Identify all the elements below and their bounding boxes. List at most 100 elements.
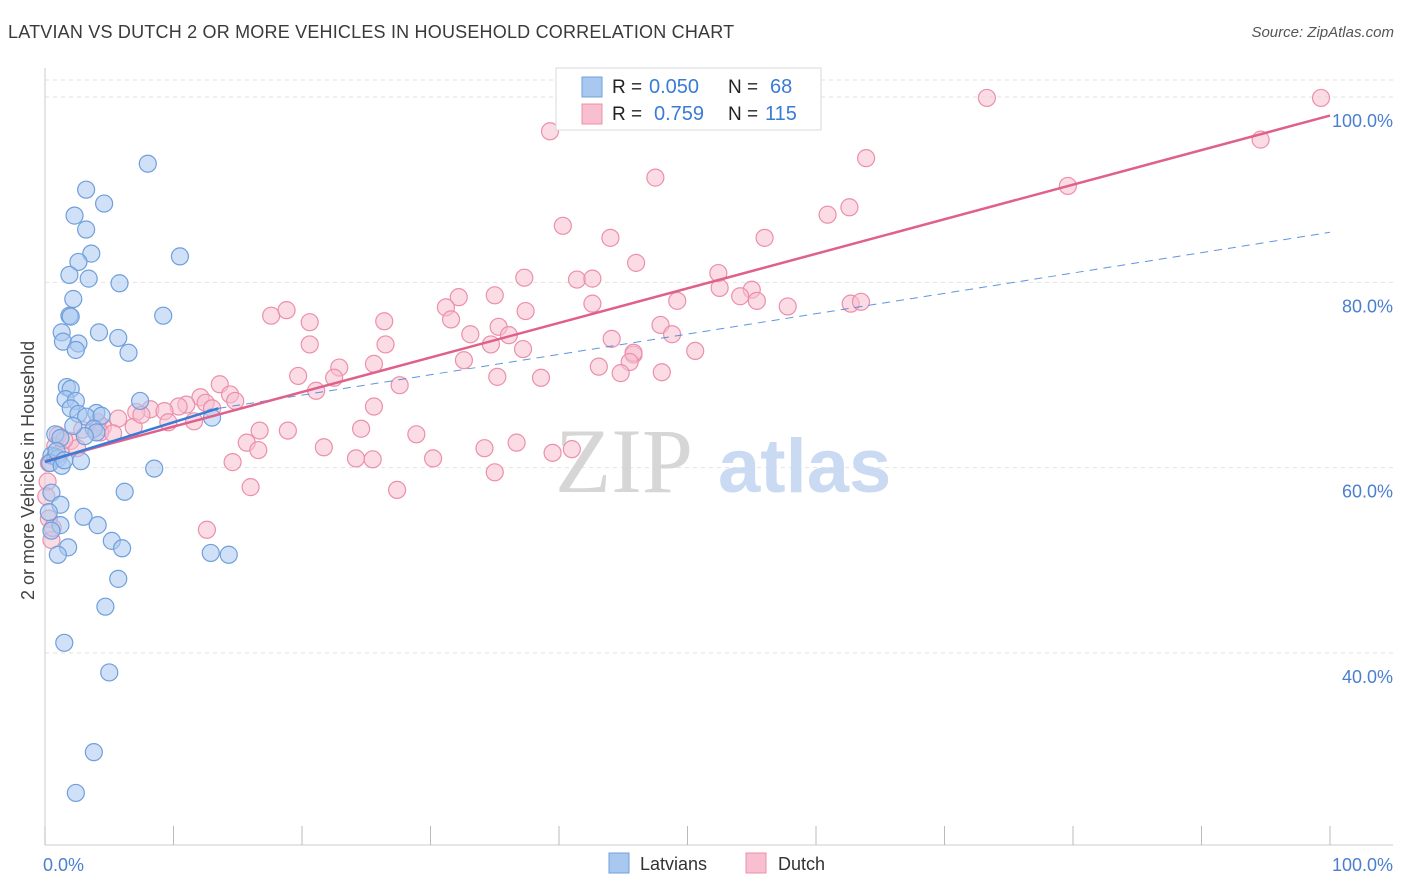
latvian-point	[64, 416, 83, 436]
dutch-point	[262, 306, 281, 325]
dutch-point	[851, 292, 871, 311]
dutch-point	[652, 363, 671, 382]
dutch-point	[611, 364, 630, 383]
latvian-point	[96, 597, 115, 616]
latvian-point	[84, 743, 103, 762]
y-tick-label-100: 100.0%	[1332, 111, 1393, 131]
dutch-point	[197, 520, 217, 539]
y-axis-label: 2 or more Vehicles in Household	[18, 341, 38, 600]
dutch-point	[241, 478, 260, 497]
stats-legend-latvians-n-value: 68	[770, 76, 792, 98]
gridlines: 40.0% 60.0% 80.0% 100.0%	[45, 79, 1393, 687]
dutch-point	[346, 449, 366, 468]
latvian-point	[100, 663, 119, 682]
dutch-point	[562, 440, 581, 459]
latvian-points	[39, 154, 238, 803]
latvian-point	[66, 340, 85, 360]
dutch-point	[226, 391, 245, 411]
dutch-point	[567, 270, 587, 289]
latvian-point	[75, 427, 94, 446]
latvian-point	[138, 154, 157, 173]
dutch-point	[731, 287, 750, 306]
dutch-point	[686, 341, 705, 361]
latvian-point	[95, 194, 114, 213]
dutch-point	[423, 449, 443, 468]
axes: 0.0% 100.0%	[43, 68, 1393, 875]
dutch-point	[513, 339, 533, 359]
latvian-trend-extension	[218, 231, 1331, 409]
latvian-point	[88, 516, 107, 535]
dutch-trend-line	[44, 114, 1331, 463]
dutch-point	[515, 268, 534, 287]
legend-latvians-swatch	[608, 852, 630, 874]
dutch-point	[461, 325, 480, 344]
dutch-point	[278, 421, 297, 440]
latvian-point	[119, 343, 138, 362]
stats-legend: R = 0.050 N = 68 R = 0.759 N = 115	[555, 67, 822, 131]
bottom-legend: Latvians Dutch	[608, 852, 825, 874]
chart-title: LATVIAN VS DUTCH 2 OR MORE VEHICLES IN H…	[8, 22, 735, 42]
dutch-point	[583, 269, 602, 288]
latvian-trend-line	[44, 407, 219, 464]
latvian-point	[145, 459, 164, 478]
latvian-point	[201, 543, 220, 563]
latvian-point	[65, 206, 84, 225]
latvian-point	[170, 247, 190, 266]
dutch-point	[363, 450, 382, 469]
latvian-point	[79, 269, 98, 288]
stats-legend-dutch-r-label: R =	[612, 104, 642, 125]
y-tick-label-80: 80.0%	[1342, 296, 1393, 316]
latvian-point	[154, 306, 173, 325]
dutch-point	[289, 366, 308, 386]
dutch-point	[250, 421, 269, 440]
dutch-point	[589, 357, 608, 376]
dutch-point	[755, 228, 774, 247]
watermark: ZIP atlas	[555, 410, 891, 512]
dutch-point	[376, 335, 395, 354]
stats-legend-latvians-swatch	[581, 76, 603, 98]
dutch-point	[857, 149, 876, 168]
dutch-point	[1311, 88, 1331, 108]
watermark-zip: ZIP	[555, 410, 693, 512]
dutch-point	[407, 425, 426, 444]
latvian-point	[48, 545, 67, 564]
dutch-point	[507, 433, 526, 452]
stats-legend-latvians-r-label: R =	[612, 77, 642, 98]
dutch-point	[454, 351, 474, 370]
dutch-point	[601, 228, 620, 247]
dutch-point	[223, 453, 242, 472]
dutch-point	[485, 463, 504, 482]
y-tick-label-60: 60.0%	[1342, 482, 1393, 502]
latvian-point	[74, 507, 93, 526]
latvian-point	[39, 503, 58, 522]
latvian-point	[77, 180, 96, 199]
dutch-point	[441, 310, 461, 329]
dutch-point	[249, 440, 268, 460]
latvian-point	[77, 220, 96, 239]
dutch-point	[387, 480, 407, 500]
latvian-point	[110, 274, 129, 293]
trend-lines	[44, 114, 1331, 464]
dutch-point	[977, 88, 997, 108]
dutch-point	[364, 397, 384, 416]
stats-legend-latvians-n-label: N =	[728, 77, 758, 98]
latvian-point	[61, 307, 80, 326]
source-label: Source: ZipAtlas.com	[1251, 24, 1394, 41]
dutch-point	[626, 253, 646, 272]
dutch-point	[553, 216, 572, 235]
stats-legend-dutch-n-value: 115	[765, 103, 797, 125]
stats-legend-dutch-r-value: 0.759	[654, 103, 704, 125]
dutch-point	[747, 291, 766, 310]
dutch-point	[375, 312, 394, 331]
dutch-point	[818, 205, 837, 224]
legend-dutch-label: Dutch	[778, 854, 825, 874]
latvian-point	[112, 539, 132, 558]
dutch-point	[602, 329, 621, 348]
latvian-point	[219, 545, 238, 564]
dutch-point	[277, 301, 296, 320]
y-tick-label-40: 40.0%	[1342, 667, 1393, 687]
dutch-point	[314, 438, 333, 457]
latvian-point	[42, 483, 61, 502]
dutch-point	[390, 376, 409, 395]
legend-dutch-swatch	[745, 852, 767, 874]
